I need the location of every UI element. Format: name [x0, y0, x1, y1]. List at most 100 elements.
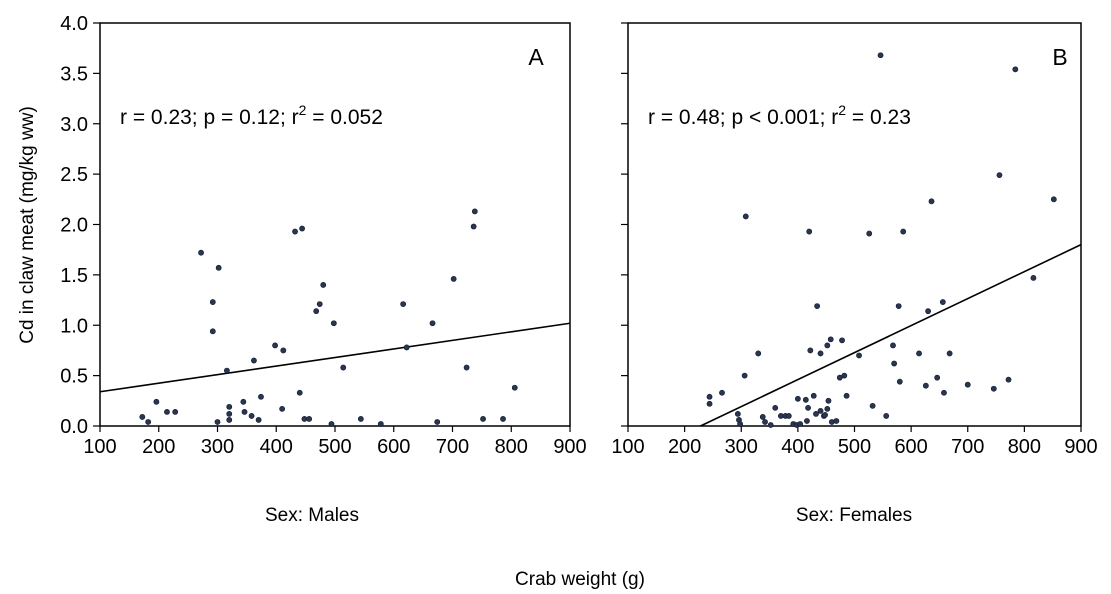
data-point [330, 320, 337, 327]
regression-line [700, 243, 1082, 427]
data-point [223, 367, 230, 374]
data-point [255, 417, 262, 423]
y-axis-label: Cd in claw meat (mg/kg ww) [17, 106, 38, 344]
data-point [299, 225, 305, 232]
data-point [279, 405, 286, 412]
panel-subtitle: Sex: Females [796, 505, 912, 526]
data-point [817, 350, 824, 357]
data-point [964, 381, 971, 388]
x-tick-label: 600 [377, 436, 410, 458]
x-axis-label: Crab weight (g) [515, 569, 645, 590]
data-point [164, 408, 170, 415]
data-point [463, 364, 470, 371]
data-point [1005, 376, 1012, 383]
x-tick-label: 300 [201, 436, 234, 458]
stats-annotation: r = 0.23; p = 0.12; r2 = 0.052 [120, 102, 383, 129]
x-tick-label: 700 [436, 436, 469, 458]
data-point [296, 389, 303, 396]
data-point [706, 393, 713, 400]
data-point [805, 404, 811, 411]
data-point [251, 357, 257, 364]
data-point [719, 389, 725, 396]
data-point [866, 230, 873, 237]
data-point [755, 350, 762, 357]
x-tick-label: 200 [668, 436, 701, 458]
data-point [500, 416, 506, 422]
data-point [785, 413, 792, 419]
data-point [827, 336, 834, 343]
regression-line [99, 322, 571, 393]
data-point [822, 412, 828, 418]
data-point [797, 421, 804, 427]
x-tick-label: 800 [1008, 436, 1041, 458]
data-point [839, 337, 845, 344]
data-point [480, 416, 486, 422]
data-point [511, 384, 518, 391]
data-point [215, 264, 222, 271]
data-point [280, 347, 287, 354]
data-point [1050, 196, 1057, 203]
data-point [946, 350, 953, 357]
data-point [896, 378, 903, 385]
data-point [328, 421, 335, 427]
data-point [759, 414, 766, 420]
data-point [990, 385, 997, 392]
data-point [762, 419, 768, 425]
data-point [767, 422, 774, 428]
data-point [737, 421, 744, 427]
plot-frame [99, 22, 571, 427]
data-point [272, 342, 278, 349]
data-point [240, 398, 247, 405]
data-point [340, 364, 347, 371]
data-point [357, 416, 364, 422]
data-point [814, 303, 821, 310]
data-point [226, 411, 233, 417]
data-point [741, 372, 748, 379]
data-point [825, 397, 832, 404]
data-point [320, 282, 327, 288]
data-point [804, 418, 810, 424]
data-point [925, 308, 932, 315]
data-point [209, 299, 216, 305]
y-tick-label: 2.5 [60, 164, 88, 186]
data-point [209, 328, 216, 335]
data-point [824, 342, 831, 349]
y-tick-label: 3.0 [60, 114, 88, 136]
panel-b: 100 200 300 400 500 600 700 800 900 r = 0.48; p <… [611, 22, 1098, 526]
data-point [895, 303, 902, 310]
plot-frame [627, 22, 1082, 427]
data-point [794, 395, 801, 402]
y-tick-label: 1.5 [60, 265, 88, 287]
y-tick-label: 3.5 [60, 63, 88, 85]
panel-a: 0.0 0.5 1.0 1.5 2.0 2.5 3.0 3.5 4.0 100 200 300 400 5… [60, 13, 587, 526]
data-point [810, 392, 817, 399]
data-point [883, 413, 890, 419]
panel-letter: B [1052, 44, 1067, 70]
data-point [377, 421, 384, 427]
data-point [198, 249, 204, 256]
data-point [941, 389, 947, 396]
data-point [706, 400, 713, 407]
data-point [869, 402, 876, 409]
data-point [226, 417, 233, 423]
data-point [939, 299, 946, 305]
data-point [226, 403, 233, 410]
data-point [928, 198, 935, 205]
data-point [139, 414, 146, 420]
data-point [841, 372, 848, 379]
data-point [258, 393, 264, 400]
data-point [817, 407, 824, 414]
data-point [292, 228, 298, 235]
data-point [434, 419, 441, 425]
y-tick-label: 4.0 [60, 13, 88, 35]
data-point [1012, 66, 1019, 73]
data-point [400, 301, 407, 307]
x-tick-label: 200 [142, 436, 175, 458]
data-point [734, 411, 741, 417]
data-point [934, 374, 941, 381]
stats-annotation: r = 0.48; p < 0.001; r2 = 0.23 [648, 102, 911, 129]
data-point [742, 213, 749, 220]
x-tick-label: 600 [894, 436, 927, 458]
data-point [890, 342, 896, 349]
